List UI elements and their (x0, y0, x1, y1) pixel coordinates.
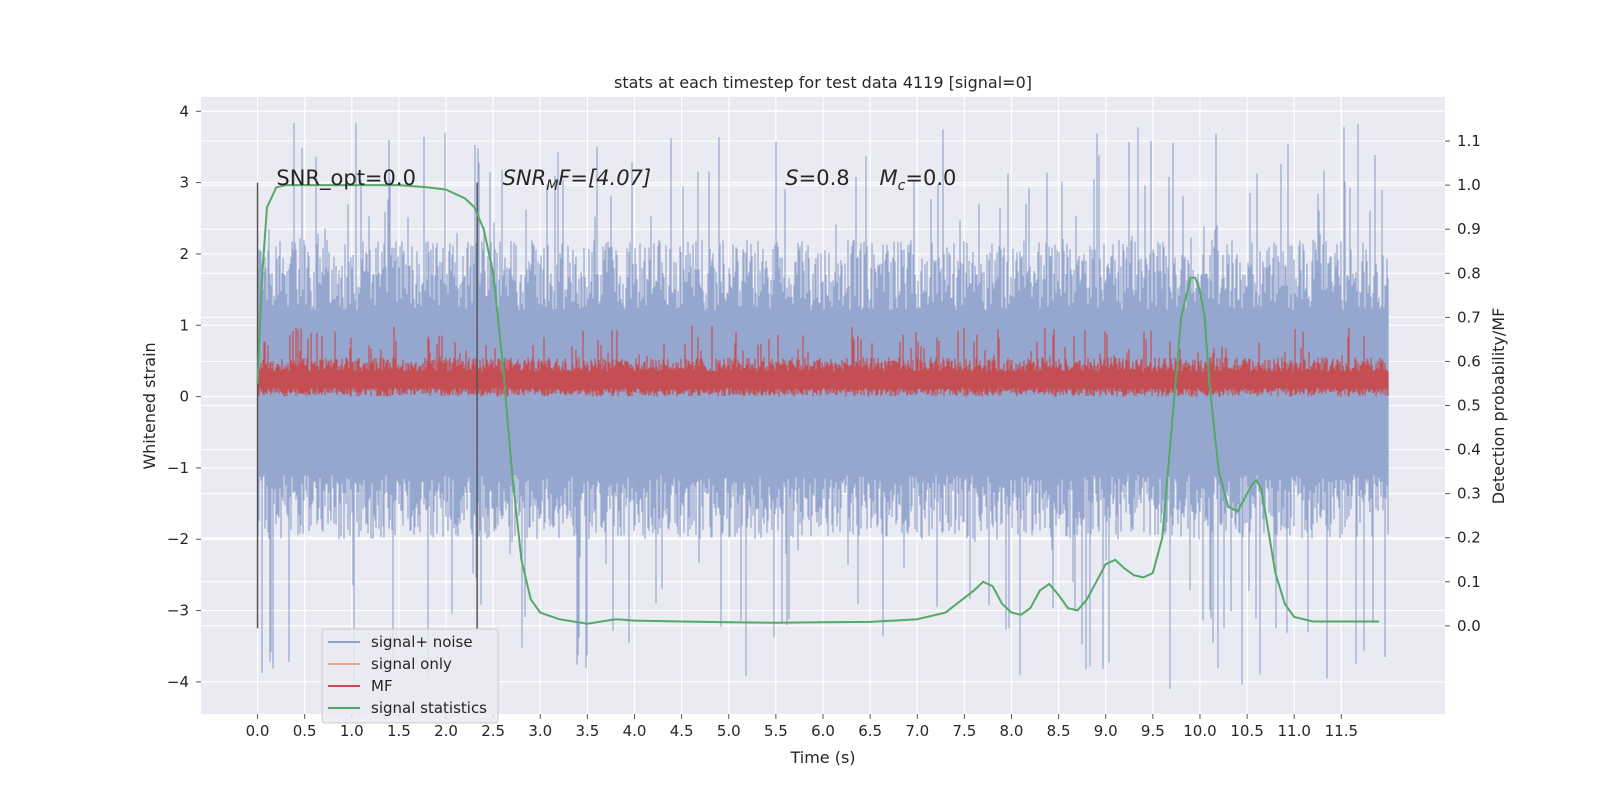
legend-label-signal-statistics: signal statistics (371, 699, 487, 717)
x-tick-label: 5.5 (764, 722, 788, 740)
y2-tick-label: 0.7 (1457, 308, 1481, 326)
y-tick-label: −4 (167, 673, 189, 691)
y-tick-label: −1 (167, 459, 189, 477)
x-tick-label: 0.5 (293, 722, 317, 740)
x-tick-label: 4.0 (623, 722, 647, 740)
x-tick-label: 2.0 (434, 722, 458, 740)
legend-label-signal-only: signal only (371, 655, 452, 673)
x-tick-label: 1.5 (387, 722, 411, 740)
x-tick-label: 8.5 (1047, 722, 1071, 740)
x-tick-label: 1.0 (340, 722, 364, 740)
legend: signal+ noise signal only MF signal stat… (321, 628, 499, 724)
y2-tick-label: 0.4 (1457, 441, 1481, 459)
y-tick-label: −3 (167, 602, 189, 620)
y2-tick-label: 0.1 (1457, 573, 1481, 591)
x-tick-label: 0.0 (246, 722, 270, 740)
chart-title: stats at each timestep for test data 411… (614, 73, 1032, 92)
series-signal-statistics (256, 184, 1379, 625)
y-tick-label: 0 (179, 388, 189, 406)
y-tick-label: 4 (179, 102, 189, 120)
x-tick-label: 2.5 (481, 722, 505, 740)
x-tick-label: 10.0 (1183, 722, 1216, 740)
x-tick-label: 7.5 (952, 722, 976, 740)
y-tick-label: 2 (179, 245, 189, 263)
y2-tick-label: 0.8 (1457, 264, 1481, 282)
legend-box (321, 628, 499, 724)
y-tick-label: 3 (179, 174, 189, 192)
y2-axis-label: Detection probability/MF (1489, 308, 1508, 505)
x-tick-label: 6.0 (811, 722, 835, 740)
x-tick-label: 3.0 (528, 722, 552, 740)
x-tick-label: 5.0 (717, 722, 741, 740)
x-tick-label: 7.0 (905, 722, 929, 740)
x-tick-label: 9.0 (1094, 722, 1118, 740)
x-tick-label: 11.0 (1278, 722, 1311, 740)
y-axis-label: Whitened strain (140, 342, 159, 469)
x-tick-label: 3.5 (575, 722, 599, 740)
x-tick-label: 4.5 (670, 722, 694, 740)
y2-tick-label: 0.6 (1457, 352, 1481, 370)
x-tick-label: 9.5 (1141, 722, 1165, 740)
x-axis-label: Time (s) (789, 748, 855, 767)
x-tick-label: 6.5 (858, 722, 882, 740)
x-tick-label: 11.5 (1325, 722, 1358, 740)
annotation-snr-opt: SNR_opt=0.0 (276, 166, 416, 191)
y2-tick-label: 1.1 (1457, 132, 1481, 150)
y2-tick-label: 0.5 (1457, 397, 1481, 415)
annotation-s: S=0.8 (785, 166, 849, 190)
y2-tick-label: 0.2 (1457, 529, 1481, 547)
y2-tick-label: 0.3 (1457, 485, 1481, 503)
annotation-snr-mf: SNRMF=[4.07] (503, 166, 652, 194)
y2-tick-label: 1.0 (1457, 176, 1481, 194)
vertical-markers (256, 182, 478, 629)
legend-label-mf: MF (371, 677, 393, 695)
y2-tick-label: 0.9 (1457, 220, 1481, 238)
x-tick-label: 10.5 (1230, 722, 1263, 740)
x-tick-labels: 0.0 0.5 1.0 1.5 2.0 2.5 3.0 3.5 4.0 4.5 5.0 5.5 6.0 6… (246, 714, 1358, 740)
y2-tick-label: 0.0 (1457, 617, 1481, 635)
y2-tick-labels: 1.1 1.0 0.9 0.8 0.7 0.6 0.5 0.4 0.3 0.2 0.1 0.0 (1445, 132, 1481, 635)
x-tick-label: 8.0 (1000, 722, 1024, 740)
y-tick-labels: 4 3 2 1 0 −1 −2 −3 −4 (167, 102, 201, 691)
y-tick-label: −2 (167, 530, 189, 548)
legend-label-signal-noise: signal+ noise (371, 633, 473, 651)
y-tick-label: 1 (179, 316, 189, 334)
annotation-mc: Mc=0.0 (880, 166, 957, 194)
